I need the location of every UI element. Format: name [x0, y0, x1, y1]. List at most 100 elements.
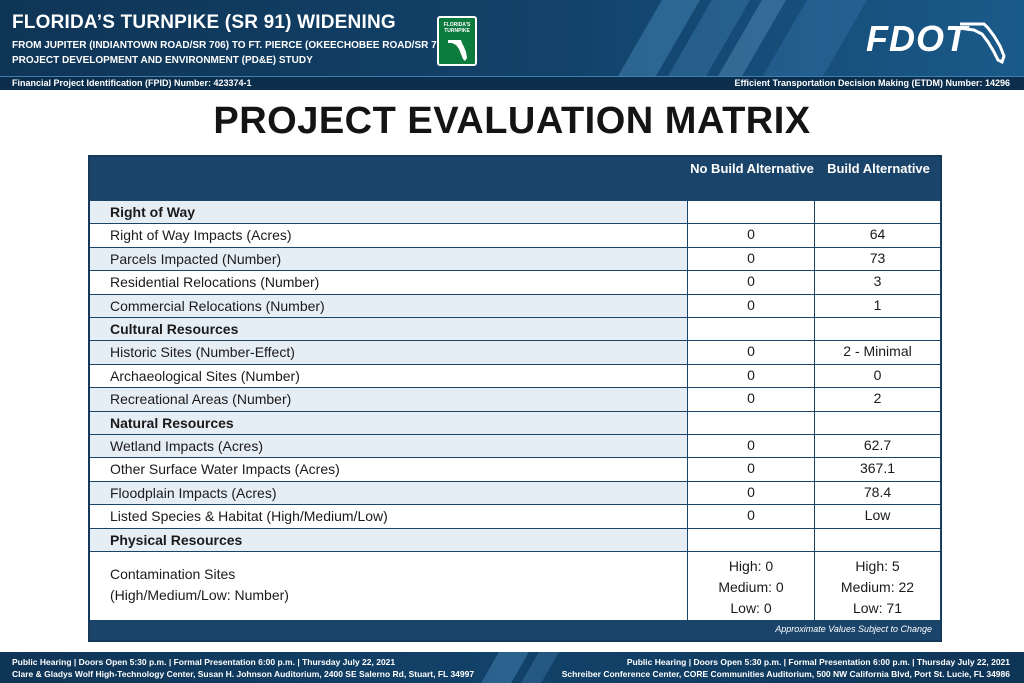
no-build-value: 0: [747, 249, 755, 266]
hearing-info-right: Public Hearing | Doors Open 5:30 p.m. | …: [626, 657, 1010, 667]
contamination-value: High: 0: [728, 558, 774, 574]
evaluation-matrix-table: No Build Alternative Build Alternative R…: [88, 155, 942, 642]
project-subtitle-study: PROJECT DEVELOPMENT AND ENVIRONMENT (PD&…: [12, 55, 313, 66]
hearing-info-left: Public Hearing | Doors Open 5:30 p.m. | …: [12, 657, 396, 667]
hearing-location-right: Schreiber Conference Center, CORE Commun…: [561, 669, 1010, 679]
florida-outline-icon: [959, 22, 1006, 64]
col-header-no-build-text: No Build Alternative: [690, 161, 814, 176]
section-label: Natural Resources: [110, 414, 234, 431]
no-build-cell: 0: [687, 224, 815, 247]
row-label: Listed Species & Habitat (High/Medium/Lo…: [110, 508, 388, 525]
no-build-cell: 0: [687, 481, 815, 505]
table-footer: Approximate Values Subject to Change: [90, 620, 940, 640]
build-cell: 64: [815, 224, 941, 247]
section-label: Right of Way: [110, 204, 196, 220]
section-row: Cultural Resources: [90, 317, 941, 341]
build-cell: 2: [815, 388, 941, 411]
no-build-cell: [687, 411, 815, 434]
project-title: FLORIDA’S TURNPIKE (SR 91) WIDENING: [12, 12, 396, 33]
no-build-value: 0: [747, 343, 755, 360]
hearing-location-left: Clare & Gladys Wolf High-Technology Cent…: [12, 669, 475, 679]
no-build-cell: [687, 201, 815, 224]
page-title: PROJECT EVALUATION MATRIX: [213, 100, 811, 142]
table-row: Commercial Relocations (Number) 0 1: [90, 293, 941, 317]
table-row: Other Surface Water Impacts (Acres) 0 367.…: [90, 457, 941, 481]
no-build-value: 0: [747, 226, 755, 243]
decor-stripe: [521, 652, 559, 683]
build-cell: 3: [815, 271, 941, 294]
build-cell: 0: [815, 364, 941, 388]
fdot-logo-text: FDOT: [866, 18, 968, 59]
section-row: Right of Way: [90, 200, 941, 224]
no-build-cell: High: 0 Medium: 0 Low: 0: [687, 552, 815, 620]
build-value: 3: [873, 273, 882, 290]
no-build-cell: 0: [687, 458, 815, 481]
table-row: Right of Way Impacts (Acres) 0 64: [90, 223, 941, 247]
build-value: 367.1: [859, 460, 896, 477]
footer-banner: Public Hearing | Doors Open 5:30 p.m. | …: [0, 652, 1024, 683]
build-value: 62.7: [863, 437, 892, 453]
col-header-build: Build Alternative: [817, 161, 940, 177]
table-row: Recreational Areas (Number) 0 2: [90, 387, 941, 411]
row-label: Commercial Relocations (Number): [110, 297, 325, 314]
section-row: Natural Resources: [90, 410, 941, 434]
row-label-sub: (High/Medium/Low: Number): [110, 586, 289, 603]
build-cell: [815, 411, 941, 434]
no-build-cell: 0: [687, 294, 815, 317]
table-row: Listed Species & Habitat (High/Medium/Lo…: [90, 504, 941, 528]
no-build-value: 0: [747, 296, 755, 313]
build-cell: [815, 318, 941, 341]
table-row: Floodplain Impacts (Acres) 0 78.4: [90, 480, 941, 505]
no-build-cell: 0: [687, 505, 815, 528]
build-cell: 62.7: [815, 435, 941, 458]
turnpike-logo: FLORIDA'S TURNPIKE: [437, 16, 477, 66]
no-build-cell: 0: [687, 271, 815, 294]
no-build-value: 0: [747, 273, 755, 290]
no-build-value: 0: [747, 366, 755, 383]
project-subtitle-limits: FROM JUPITER (INDIANTOWN ROAD/SR 706) TO…: [12, 40, 446, 51]
contamination-value: Low: 0: [730, 600, 772, 616]
row-label: Contamination Sites: [110, 565, 236, 582]
build-value: 1: [873, 296, 882, 313]
values-note: Approximate Values Subject to Change: [775, 624, 932, 634]
table-row: Parcels Impacted (Number) 0 73: [90, 246, 941, 271]
build-cell: Low: [815, 505, 941, 528]
build-value: 73: [869, 249, 886, 266]
no-build-cell: 0: [687, 435, 815, 458]
build-value: 0: [873, 366, 882, 383]
build-cell: 78.4: [815, 481, 941, 505]
row-label: Recreational Areas (Number): [110, 391, 292, 408]
build-cell: 1: [815, 294, 941, 317]
row-label: Residential Relocations (Number): [110, 274, 320, 291]
build-value: 2: [873, 390, 882, 407]
table-row: Residential Relocations (Number) 0 3: [90, 270, 941, 294]
contamination-value: Low: 71: [852, 600, 903, 616]
id-bar: Financial Project Identification (FPID) …: [0, 76, 1024, 90]
col-header-build-text: Build Alternative: [827, 161, 930, 176]
row-label: Parcels Impacted (Number): [110, 250, 282, 267]
col-header-no-build: No Build Alternative: [689, 161, 815, 177]
row-label: Wetland Impacts (Acres): [110, 438, 264, 454]
row-label: Right of Way Impacts (Acres): [110, 227, 292, 244]
section-row: Physical Resources: [90, 527, 941, 551]
no-build-cell: [687, 318, 815, 341]
decor-stripe: [481, 652, 529, 683]
fdot-logo: FDOT: [866, 14, 1014, 64]
contamination-row: Contamination Sites (High/Medium/Low: Num…: [90, 551, 941, 620]
build-cell: 2 - Minimal: [815, 341, 941, 364]
row-label: Floodplain Impacts (Acres): [110, 484, 277, 501]
florida-shape-icon: [448, 40, 467, 61]
build-value: 64: [869, 226, 886, 243]
row-label: Archaeological Sites (Number): [110, 367, 300, 384]
no-build-value: 0: [747, 390, 755, 407]
no-build-cell: 0: [687, 364, 815, 388]
build-cell: [815, 528, 941, 551]
section-label: Physical Resources: [110, 531, 243, 548]
table-row: Wetland Impacts (Acres) 0 62.7: [90, 434, 941, 458]
build-cell: 73: [815, 247, 941, 271]
no-build-cell: 0: [687, 247, 815, 271]
contamination-value: Medium: 22: [840, 579, 915, 595]
table-row: Archaeological Sites (Number) 0 0: [90, 363, 941, 388]
build-cell: High: 5 Medium: 22 Low: 71: [815, 552, 941, 620]
no-build-cell: 0: [687, 388, 815, 411]
